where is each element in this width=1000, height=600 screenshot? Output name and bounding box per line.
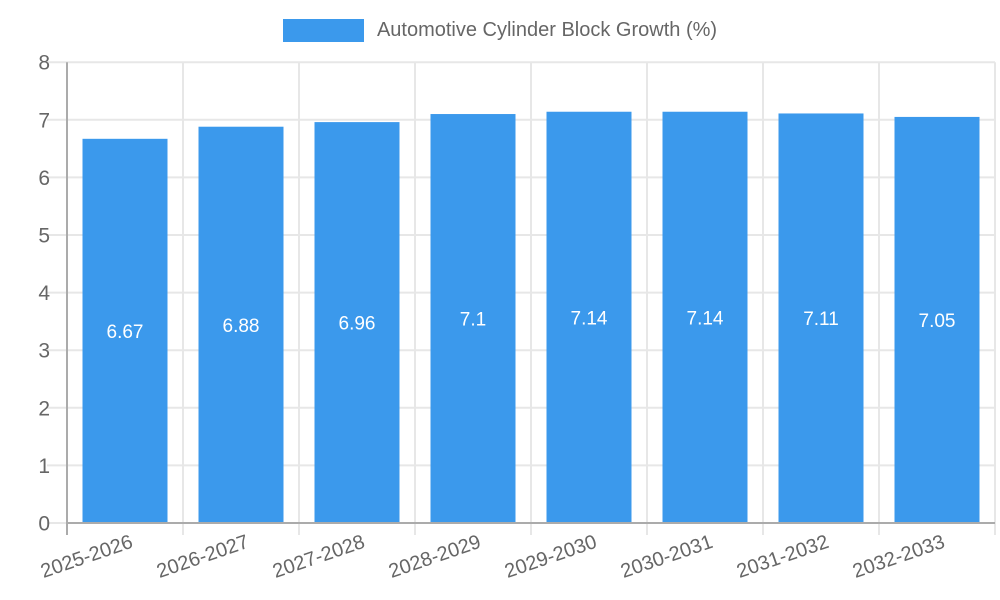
y-axis-label: 2 [38,397,50,420]
bar-value-label: 7.1 [460,310,486,331]
bar [662,111,748,524]
x-axis-label: 2030-2031 [618,531,716,583]
bar-value-label: 6.88 [223,316,260,337]
bar-value-label: 6.67 [107,322,144,343]
x-axis-label: 2026-2027 [154,531,252,583]
bar [430,114,516,523]
y-axis-label: 6 [38,167,50,190]
bar [82,138,168,524]
x-axis-label: 2027-2028 [270,531,368,583]
y-axis-label: 1 [38,455,50,478]
bar [198,126,284,523]
y-axis-label: 4 [38,282,50,305]
bar-value-label: 7.11 [803,309,839,330]
bar [778,113,864,524]
bar-value-label: 7.05 [919,311,956,332]
x-axis-label: 2031-2032 [734,531,832,583]
x-axis-label: 2028-2029 [386,531,484,583]
bar [894,116,980,524]
bar-value-label: 7.14 [571,308,608,329]
y-axis-label: 3 [38,340,50,363]
y-axis-label: 7 [38,109,50,132]
x-axis-label: 2032-2033 [850,531,948,583]
y-axis-label: 0 [38,513,50,536]
y-axis-label: 5 [38,225,50,248]
bar [314,122,400,523]
bar-value-label: 7.14 [687,308,724,329]
x-axis-label: 2025-2026 [38,531,136,583]
x-axis-label: 2029-2030 [502,531,600,583]
bar [546,111,632,524]
bar-value-label: 6.96 [339,314,376,335]
y-axis-label: 8 [38,52,50,75]
